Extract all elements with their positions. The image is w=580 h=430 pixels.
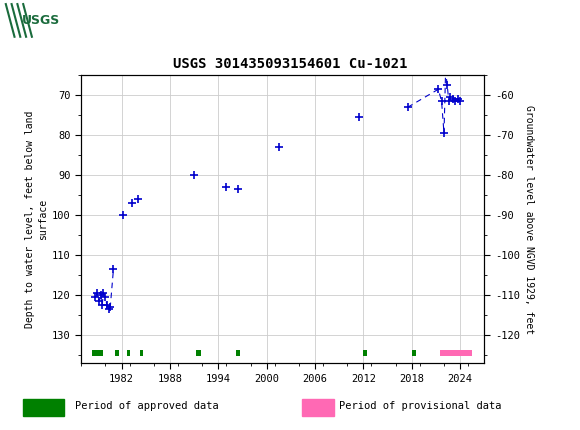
Point xyxy=(101,294,110,301)
FancyBboxPatch shape xyxy=(6,4,75,37)
Text: USGS 301435093154601 Cu-1021: USGS 301435093154601 Cu-1021 xyxy=(173,58,407,71)
Point xyxy=(451,98,460,104)
Point xyxy=(95,298,104,305)
Bar xyxy=(236,350,240,356)
Point xyxy=(102,302,111,309)
Point xyxy=(93,290,102,297)
Point xyxy=(104,306,113,313)
Bar xyxy=(302,399,334,416)
Text: USGS: USGS xyxy=(21,14,60,27)
Point xyxy=(453,96,462,103)
Point xyxy=(448,96,458,103)
Point xyxy=(274,144,284,151)
Point xyxy=(99,290,108,297)
Point xyxy=(106,304,115,311)
Bar xyxy=(412,350,416,356)
Y-axis label: Depth to water level, feet below land
surface: Depth to water level, feet below land su… xyxy=(25,111,48,328)
Bar xyxy=(140,350,143,356)
Bar xyxy=(115,350,119,356)
Point xyxy=(234,186,243,193)
Y-axis label: Groundwater level above NGVD 1929, feet: Groundwater level above NGVD 1929, feet xyxy=(524,105,534,334)
Point xyxy=(434,86,443,93)
Point xyxy=(90,294,100,301)
Point xyxy=(109,266,118,273)
Point xyxy=(441,68,450,75)
Text: Period of approved data: Period of approved data xyxy=(75,401,219,412)
Point xyxy=(128,200,137,207)
Text: Period of provisional data: Period of provisional data xyxy=(339,401,502,412)
Point xyxy=(134,196,143,203)
Bar xyxy=(364,350,367,356)
Point xyxy=(446,94,455,101)
Point xyxy=(97,302,107,309)
Point xyxy=(440,130,449,137)
Bar xyxy=(127,350,129,356)
Bar xyxy=(197,350,201,356)
Point xyxy=(355,114,364,121)
Point xyxy=(443,82,452,89)
Point xyxy=(444,98,454,104)
Point xyxy=(222,184,231,191)
Point xyxy=(455,98,465,104)
Point xyxy=(96,292,105,299)
Bar xyxy=(23,399,64,416)
Bar xyxy=(92,350,103,356)
Bar xyxy=(440,350,472,356)
Point xyxy=(118,212,128,219)
Point xyxy=(437,98,446,104)
Point xyxy=(403,104,412,111)
Point xyxy=(190,172,199,179)
